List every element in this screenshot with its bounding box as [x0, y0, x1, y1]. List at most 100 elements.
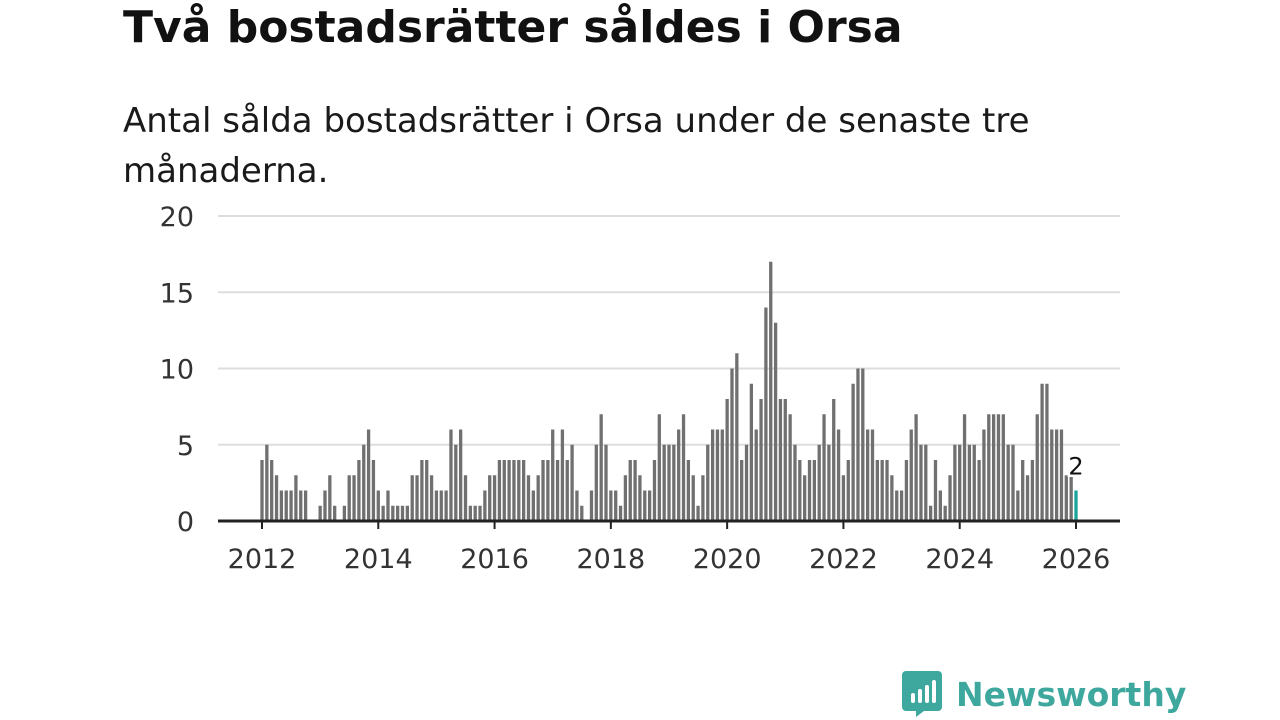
- y-axis-ticks: 0 5 10 15 20: [160, 202, 194, 538]
- bar: [420, 460, 424, 521]
- bar: [846, 460, 850, 521]
- bar: [260, 460, 264, 521]
- bar: [662, 444, 666, 521]
- bar: [681, 414, 686, 521]
- bar: [773, 322, 778, 521]
- bar: [880, 460, 884, 521]
- bar: [1054, 429, 1059, 521]
- bar: [565, 460, 569, 521]
- bar: [803, 475, 807, 521]
- bar: [536, 475, 540, 521]
- bar: [909, 429, 913, 521]
- bar: [856, 368, 860, 521]
- bar: [972, 444, 976, 521]
- bar: [318, 505, 322, 521]
- bar: [1045, 383, 1049, 521]
- bar: [289, 490, 293, 521]
- bar: [647, 490, 652, 521]
- bar: [589, 490, 594, 521]
- bar: [434, 490, 439, 521]
- bar: [497, 460, 502, 521]
- bar: [812, 460, 816, 521]
- bar: [449, 429, 453, 521]
- bar: [623, 475, 628, 521]
- bar: [609, 490, 613, 521]
- bar: [686, 460, 691, 521]
- bar: [1069, 475, 1073, 521]
- bar: [604, 444, 608, 521]
- bar: [560, 429, 565, 521]
- bar: [875, 460, 879, 521]
- bar: [996, 414, 1001, 521]
- bar: [638, 475, 642, 521]
- brand-name: Newsworthy: [956, 674, 1187, 714]
- bar: [463, 475, 468, 521]
- bar: [478, 505, 482, 521]
- bar: [783, 399, 787, 521]
- bar: [701, 475, 705, 521]
- bar: [594, 444, 598, 521]
- bar: [425, 460, 429, 521]
- bar: [459, 429, 463, 521]
- x-tick-label: 2018: [576, 544, 645, 575]
- bar: [710, 429, 715, 521]
- bar: [473, 505, 477, 521]
- bar: [967, 444, 972, 521]
- x-axis-ticks: 2012 2014 2016 2018 2020 2022 2024 2026: [228, 521, 1111, 575]
- bar: [715, 429, 720, 521]
- bar: [696, 505, 700, 521]
- bar: [798, 460, 802, 521]
- bar: [744, 444, 749, 521]
- bar: [1064, 475, 1068, 521]
- bar: [633, 460, 637, 521]
- bar-highlight: [1074, 490, 1078, 521]
- bar: [919, 444, 923, 521]
- bar: [555, 460, 560, 521]
- y-tick-label: 15: [160, 278, 194, 309]
- bar: [749, 383, 754, 521]
- bar: [299, 490, 303, 521]
- chart-title: Två bostadsrätter såldes i Orsa: [123, 2, 903, 53]
- bar: [531, 490, 535, 521]
- bar: [522, 460, 526, 521]
- bar: [754, 429, 758, 521]
- bar: [1021, 460, 1025, 521]
- bar: [386, 490, 390, 521]
- bar: [517, 460, 521, 521]
- bar: [657, 414, 661, 521]
- bar: [977, 460, 981, 521]
- bar: [279, 490, 284, 521]
- bar: [725, 399, 729, 521]
- bar: [836, 429, 841, 521]
- bar: [1011, 444, 1015, 521]
- bar: [628, 460, 632, 521]
- bar: [614, 490, 618, 521]
- bar: [492, 475, 497, 521]
- bar: [720, 429, 724, 521]
- bar: [444, 490, 448, 521]
- newsworthy-logo-icon: [902, 671, 942, 717]
- bar: [672, 444, 676, 521]
- bar: [303, 490, 308, 521]
- bar: [347, 475, 351, 521]
- bar: [933, 460, 938, 521]
- bar: [885, 460, 889, 521]
- bar: [769, 261, 773, 521]
- annotations: 2: [1066, 450, 1086, 483]
- bar: [274, 475, 279, 521]
- bar: [294, 475, 298, 521]
- bar: [691, 475, 695, 521]
- bar: [962, 414, 967, 521]
- bar: [1025, 475, 1030, 521]
- bar: [599, 414, 603, 521]
- bar: [342, 505, 347, 521]
- bar: [488, 475, 492, 521]
- bar: [323, 490, 327, 521]
- bar: [551, 429, 555, 521]
- bar: [948, 475, 952, 521]
- bar: [483, 490, 487, 521]
- x-tick-label: 2026: [1042, 544, 1111, 575]
- bar: [410, 475, 414, 521]
- bar: [618, 505, 623, 521]
- bar: [982, 429, 986, 521]
